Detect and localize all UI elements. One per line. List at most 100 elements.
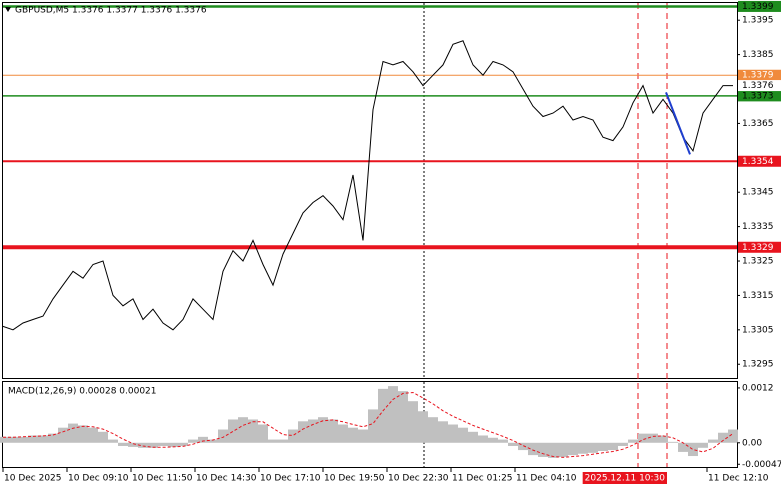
y-tick-label: 1.3385 [742,50,774,60]
current-price-label: 1.3376 [742,81,774,91]
x-tick-label: 11 Dec 01:25 [452,474,513,484]
macd-bar [308,419,318,443]
macd-bar [458,427,468,443]
macd-bar [218,429,228,443]
macd-bar [68,423,78,443]
macd-bar [598,442,608,452]
macd-bar [708,439,718,443]
macd-bar [478,435,488,443]
macd-bar [228,419,238,443]
macd-bar [628,439,638,443]
macd-bar [408,401,418,443]
y-tick-label: 1.3345 [742,188,774,198]
y-tick-label: 0.0012 [742,383,774,393]
macd-bar [248,419,258,443]
level-label-box [738,155,781,167]
x-tick-label: 10 Dec 2025 [4,474,62,484]
trend-line [665,92,691,155]
y-tick-label: 1.3295 [742,360,774,370]
macd-bar [78,425,88,443]
macd-bar [168,442,178,447]
macd-bar [718,432,728,443]
macd-bar [328,419,338,443]
macd-bar [288,429,298,443]
marker-label: 2025.12.11 10:30 [585,474,666,484]
y-tick-label: -0.00047 [742,460,781,470]
macd-bar [188,439,198,443]
macd-bar [508,442,518,446]
current-price-box [738,80,781,92]
macd-bar [558,442,568,457]
macd-bar [138,442,148,448]
x-tick-label: 11 Dec 12:10 [708,474,769,484]
macd-bar [0,436,8,443]
level-label: 1.3399 [742,2,774,12]
macd-bar [648,433,658,443]
macd-bar [528,442,538,456]
chart-title: GBPUSD,M5 1.3376 1.3377 1.3376 1.3376 [15,6,207,16]
macd-bar [358,429,368,443]
price-line [2,40,733,331]
x-tick-label: 10 Dec 14:30 [196,474,257,484]
y-tick-label: 0.00 [742,438,762,448]
macd-bar [638,433,648,443]
macd-bar [548,442,558,458]
macd-bar [448,424,458,443]
macd-bar [588,442,598,453]
macd-bar [28,435,38,443]
macd-bar [148,442,158,448]
macd-bar [278,439,288,443]
y-tick-label: 1.3315 [742,291,774,301]
macd-bar [428,417,438,443]
macd-bar [268,439,278,443]
macd-bar [178,442,188,446]
level-label: 1.3379 [742,71,774,81]
x-tick-label: 11 Dec 04:10 [516,474,577,484]
level-label: 1.3329 [742,243,774,253]
signal-line [3,391,734,458]
macd-bar [568,442,578,456]
plot-layer [0,3,738,467]
macd-bar [58,427,68,443]
x-tick-label: 10 Dec 17:10 [260,474,321,484]
x-tick-label: 10 Dec 22:30 [388,474,449,484]
x-tick-label: 10 Dec 09:10 [68,474,129,484]
level-label: 1.3373 [742,91,774,101]
x-tick-label: 10 Dec 11:50 [132,474,193,484]
price-panel [2,2,738,379]
macd-bar [418,411,428,443]
y-tick-label: 1.3305 [742,325,774,335]
macd-bar [488,437,498,443]
macd-bar [88,427,98,443]
macd-bar [128,442,138,447]
y-tick-label: 1.3365 [742,119,774,129]
macd-bar [18,436,28,443]
macd-bar [728,429,738,443]
macd-bar [108,439,118,443]
macd-panel [2,381,738,468]
macd-bar [348,427,358,443]
macd-bar [688,442,698,457]
macd-bar [318,417,328,443]
macd-bar [608,442,618,451]
title-arrow [5,7,11,12]
macd-bar [98,431,108,443]
macd-title: MACD(12,26,9) 0.00028 0.00021 [8,387,157,397]
level-label: 1.3354 [742,157,774,167]
macd-bar [368,409,378,443]
level-label-box [738,0,781,12]
macd-bar [38,435,48,443]
y-tick-label: 1.3395 [742,16,774,26]
macd-bar [438,421,448,443]
macd-bar [158,442,168,446]
macd-bar [668,441,678,443]
macd-bar [378,388,388,443]
macd-bar [518,442,528,451]
macd-bar [338,424,348,443]
macd-bar [678,442,688,452]
macd-bar [398,391,408,443]
macd-bar [388,386,398,443]
macd-bar [538,442,548,457]
macd-bar [298,421,308,443]
x-tick-label: 10 Dec 19:50 [324,474,385,484]
